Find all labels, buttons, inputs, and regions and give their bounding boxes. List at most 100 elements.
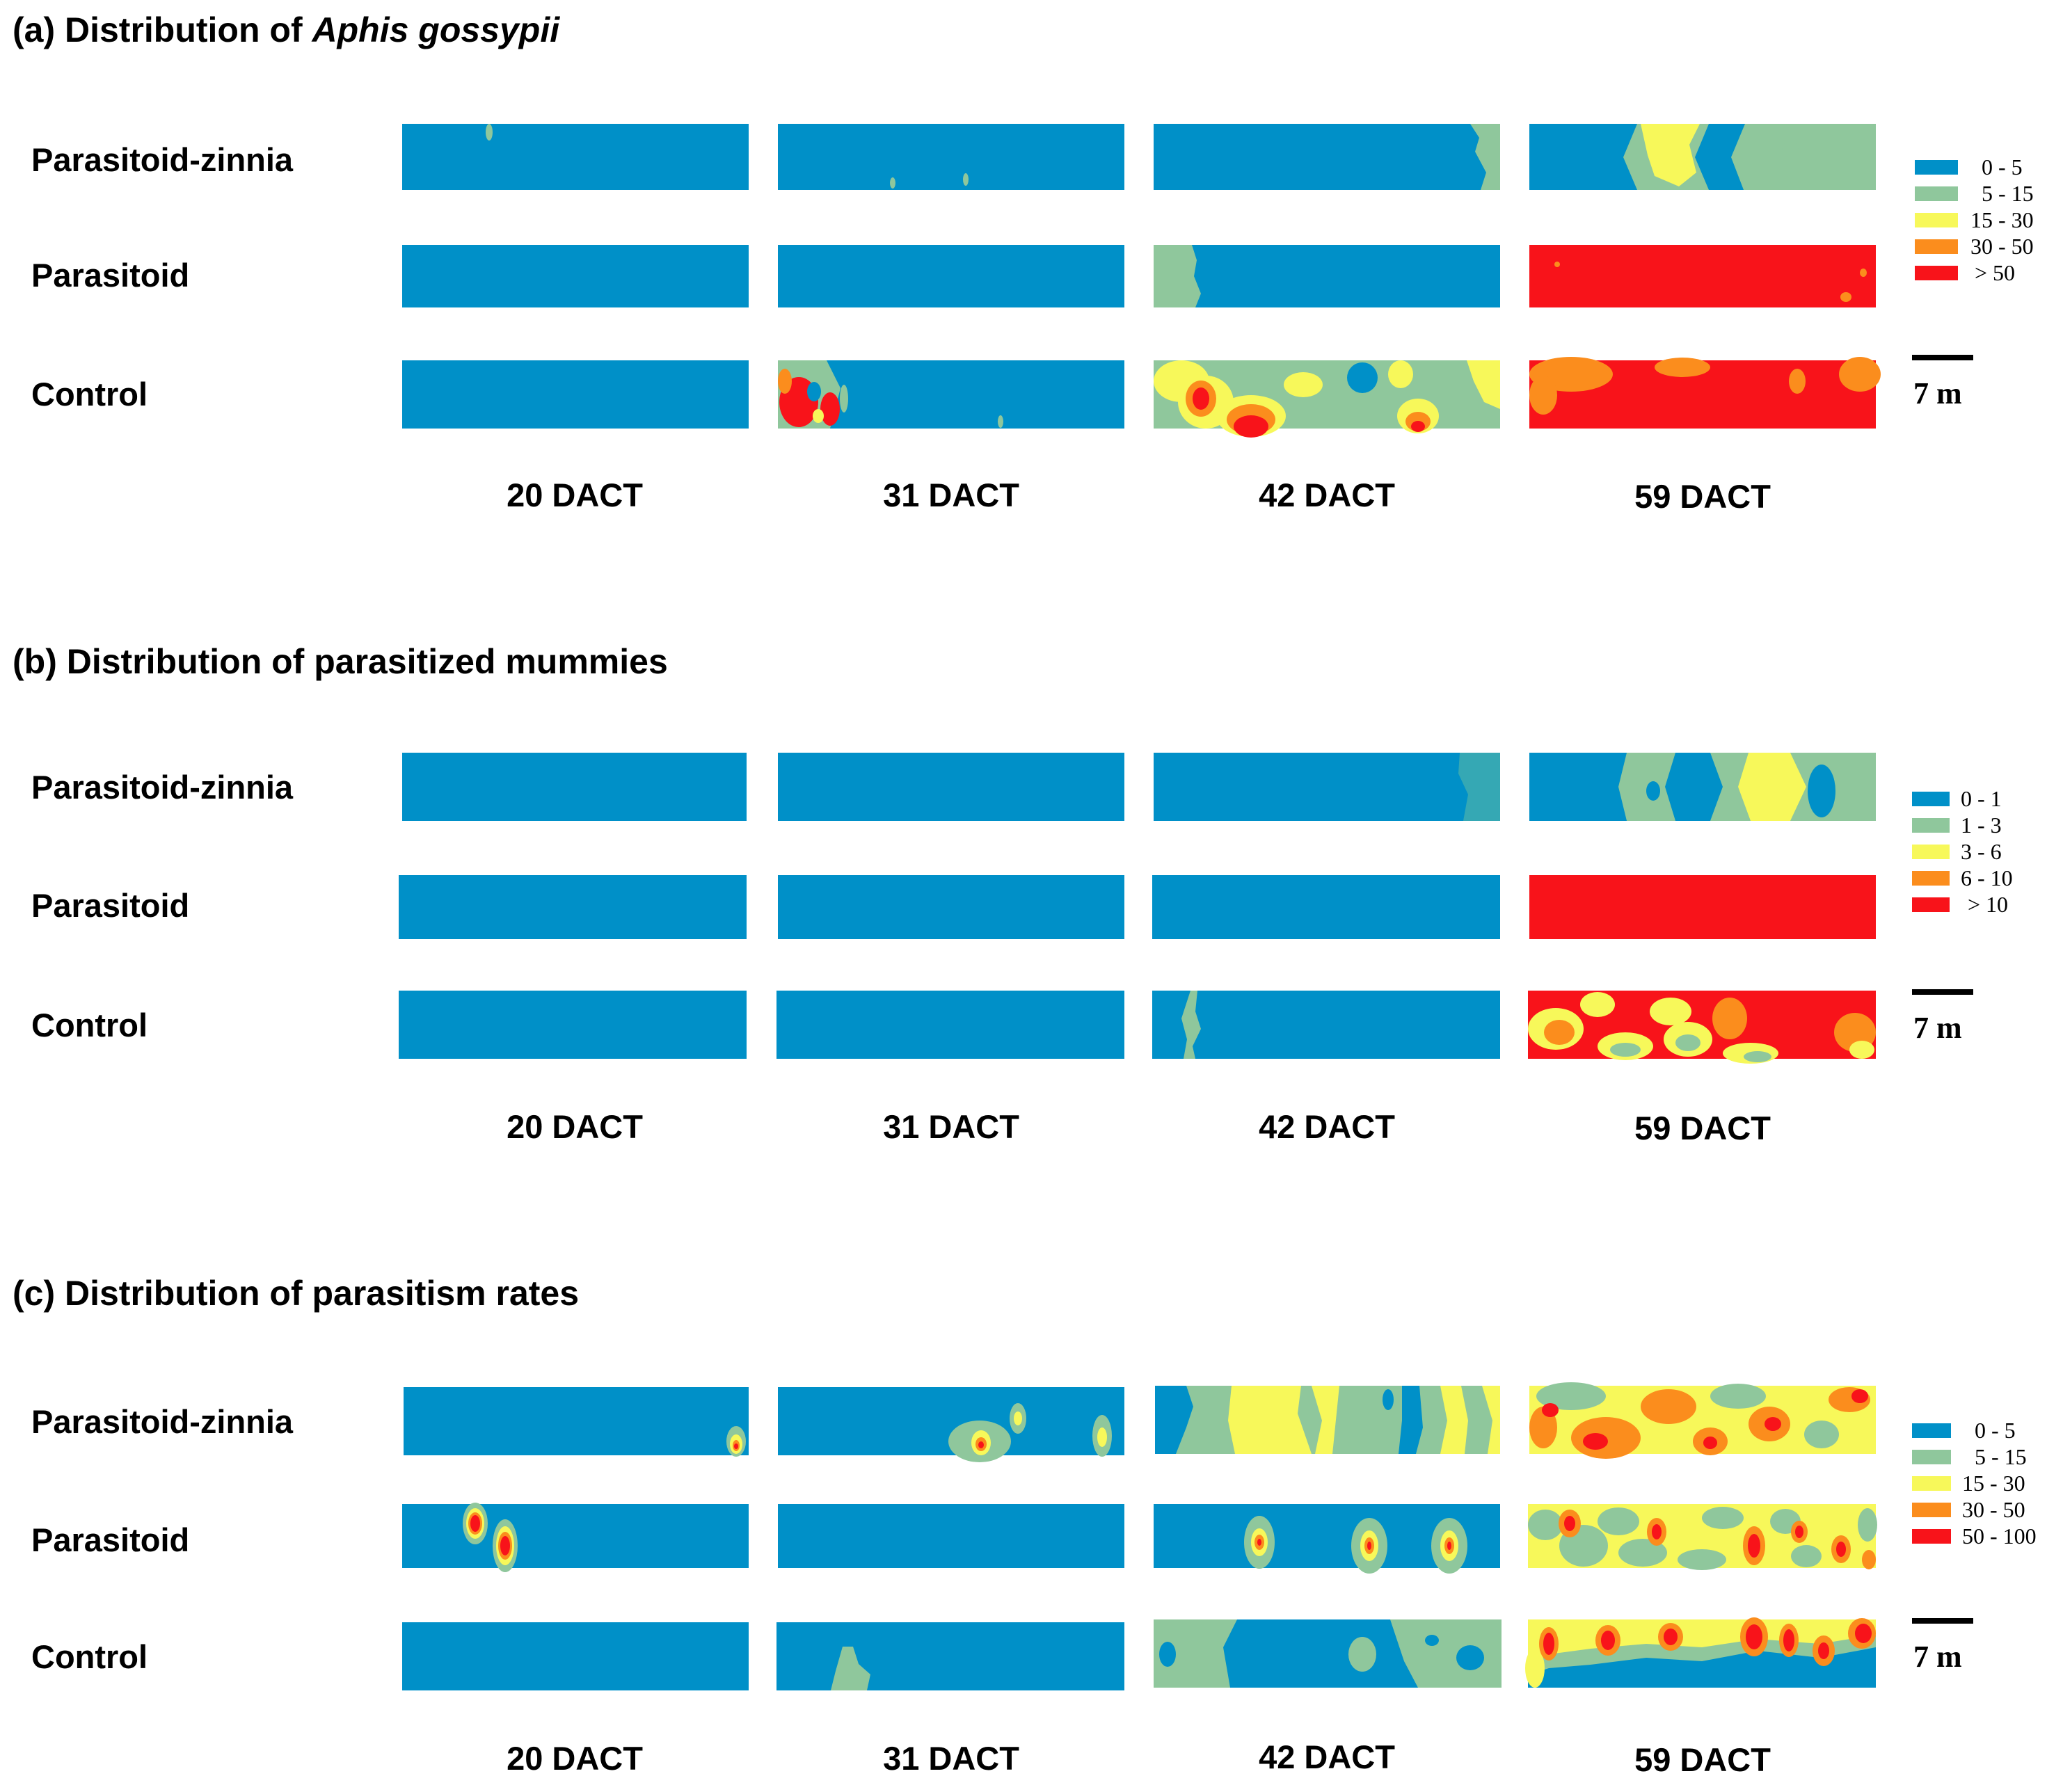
panel-c-col-label-1: 20 DACT <box>507 1740 643 1777</box>
panel-c-cell-r1-c2 <box>778 1387 1124 1462</box>
panel-c-legend-label-4: 30 - 50 <box>1962 1497 2025 1522</box>
panel-b-legend: 0 - 1 1 - 3 3 - 6 6 - 10 > 10 <box>1912 786 2013 917</box>
panel-c-col-label-2: 31 DACT <box>883 1740 1019 1777</box>
panel-b-row-label-2: Parasitoid <box>31 887 189 924</box>
panel-b-cell-r3-c1 <box>399 991 747 1059</box>
panel-c-cell-r2-c3 <box>1154 1504 1500 1574</box>
panel-a-cell-r3-c4 <box>1529 357 1881 429</box>
panel-a-legend-label-5: > 50 <box>1975 260 2015 285</box>
panel-b-legend-swatch-4 <box>1912 871 1950 886</box>
panel-a-col-label-3: 42 DACT <box>1259 477 1395 513</box>
panel-c-legend-label-1: 0 - 5 <box>1975 1418 2016 1443</box>
panel-a-scale-label: 7 m <box>1913 376 1962 410</box>
panel-a-row-label-1: Parasitoid-zinnia <box>31 141 294 178</box>
panel-a-scale-bar <box>1912 355 1973 360</box>
panel-a-cell-r2-c4 <box>1529 245 1876 307</box>
panel-b: (b) Distribution of parasitized mummies … <box>13 642 2013 1146</box>
panel-a-cell-r3-c2 <box>778 360 1124 429</box>
panel-b-legend-swatch-3 <box>1912 845 1950 859</box>
panel-c-cell-r2-c2 <box>778 1504 1124 1568</box>
panel-b-legend-swatch-2 <box>1912 818 1950 833</box>
panel-a-cell-r3-c1 <box>402 360 749 429</box>
panel-c-legend-label-5: 50 - 100 <box>1962 1523 2037 1549</box>
panel-a-title-species: Aphis gossypii <box>311 10 561 49</box>
panel-c-row-label-2: Parasitoid <box>31 1521 189 1558</box>
panel-b-col-label-2: 31 DACT <box>883 1108 1019 1145</box>
panel-a-legend-label-4: 30 - 50 <box>1970 234 2034 259</box>
panel-b-cell-r2-c1 <box>399 875 747 939</box>
panel-b-col-label-1: 20 DACT <box>507 1108 643 1145</box>
panel-a-row-label-2: Parasitoid <box>31 257 189 294</box>
panel-c-cell-r3-c1 <box>402 1622 749 1690</box>
panel-a-legend-swatch-1 <box>1915 160 1958 175</box>
panel-c-legend-label-2: 5 - 15 <box>1975 1444 2027 1469</box>
panel-b-scale-label: 7 m <box>1913 1011 1962 1045</box>
panel-c-title: (c) Distribution of parasitism rates <box>13 1274 579 1313</box>
panel-a-legend-label-1: 0 - 5 <box>1982 154 2023 179</box>
panel-b-legend-label-5: > 10 <box>1968 892 2008 917</box>
panel-b-cell-r3-c2 <box>776 991 1124 1059</box>
panel-c-legend-swatch-1 <box>1912 1423 1951 1438</box>
panel-a-cell-r1-c4 <box>1529 124 1876 190</box>
panel-b-legend-swatch-1 <box>1912 792 1950 806</box>
panel-b-scale-bar <box>1912 989 1973 995</box>
panel-b-cell-r3-c4 <box>1528 991 1876 1064</box>
panel-c-col-label-4: 59 DACT <box>1634 1741 1771 1778</box>
panel-b-legend-label-2: 1 - 3 <box>1961 813 2002 838</box>
panel-a-cell-r1-c3 <box>1154 124 1500 190</box>
panel-b-cell-r1-c2 <box>778 753 1124 821</box>
panel-c-cell-r1-c1 <box>404 1387 749 1457</box>
panel-b-cell-r2-c3 <box>1152 875 1500 939</box>
panel-c-row-label-1: Parasitoid-zinnia <box>31 1403 294 1440</box>
panel-b-row-label-1: Parasitoid-zinnia <box>31 769 294 806</box>
panel-c-scale-bar <box>1912 1618 1973 1624</box>
panel-a-cell-r3-c3 <box>1154 360 1500 438</box>
panel-a-row-label-3: Control <box>31 376 148 413</box>
panel-c-cell-r3-c3 <box>1154 1619 1502 1688</box>
panel-c-cell-r1-c4 <box>1529 1382 1876 1459</box>
panel-a-cell-r1-c1 <box>402 124 749 190</box>
panel-c-legend-swatch-3 <box>1912 1476 1951 1491</box>
panel-a-legend-swatch-4 <box>1915 239 1958 254</box>
panel-b-cell-r3-c3 <box>1152 991 1500 1059</box>
panel-a-cell-r2-c1 <box>402 245 749 307</box>
panel-b-legend-label-3: 3 - 6 <box>1961 839 2002 864</box>
panel-a-cell-r2-c3 <box>1154 245 1500 307</box>
panel-b-row-label-3: Control <box>31 1007 148 1043</box>
panel-a-cell-r1-c2 <box>778 124 1124 190</box>
panel-a-cell-r2-c2 <box>778 245 1124 307</box>
panel-a-legend-swatch-3 <box>1915 213 1958 227</box>
panel-c: (c) Distribution of parasitism rates Par… <box>13 1274 2037 1778</box>
panel-a-legend-swatch-5 <box>1915 266 1958 280</box>
panel-a-legend-label-3: 15 - 30 <box>1970 207 2034 232</box>
panel-c-col-label-3: 42 DACT <box>1259 1738 1395 1775</box>
panel-b-cell-r1-c3 <box>1154 753 1500 821</box>
panel-a-col-label-2: 31 DACT <box>883 477 1019 513</box>
panel-b-cell-r1-c4 <box>1529 753 1876 821</box>
panel-c-scale-label: 7 m <box>1913 1640 1962 1674</box>
panel-b-col-label-4: 59 DACT <box>1634 1110 1771 1146</box>
panel-c-cell-r3-c2 <box>776 1622 1124 1690</box>
panel-b-col-label-3: 42 DACT <box>1259 1108 1395 1145</box>
panel-a: (a) Distribution of Aphis gossypii Paras… <box>13 10 2034 515</box>
panel-a-col-label-4: 59 DACT <box>1634 478 1771 515</box>
panel-a-legend-swatch-2 <box>1915 186 1958 201</box>
panel-b-title: (b) Distribution of parasitized mummies <box>13 642 668 681</box>
panel-c-legend-label-3: 15 - 30 <box>1962 1471 2025 1496</box>
panel-b-cell-r2-c2 <box>778 875 1124 939</box>
panel-c-legend: 0 - 5 5 - 15 15 - 30 30 - 50 50 - 100 <box>1912 1418 2037 1549</box>
panel-c-row-label-3: Control <box>31 1638 148 1675</box>
panel-c-cell-r1-c3 <box>1155 1386 1500 1454</box>
panel-b-cell-r1-c1 <box>402 753 747 821</box>
panel-c-legend-swatch-2 <box>1912 1450 1951 1464</box>
panel-c-cell-r2-c1 <box>402 1503 749 1572</box>
panel-a-legend-label-2: 5 - 15 <box>1982 181 2034 206</box>
panel-a-col-label-1: 20 DACT <box>507 477 643 513</box>
panel-a-legend: 0 - 5 5 - 15 15 - 30 30 - 50 > 50 <box>1915 154 2034 285</box>
panel-c-legend-swatch-5 <box>1912 1529 1951 1544</box>
panel-b-legend-swatch-5 <box>1912 897 1950 912</box>
panel-c-cell-r2-c4 <box>1528 1504 1877 1570</box>
panel-b-legend-label-1: 0 - 1 <box>1961 786 2002 811</box>
panel-c-legend-swatch-4 <box>1912 1503 1951 1517</box>
panel-c-cell-r3-c4 <box>1525 1617 1876 1688</box>
